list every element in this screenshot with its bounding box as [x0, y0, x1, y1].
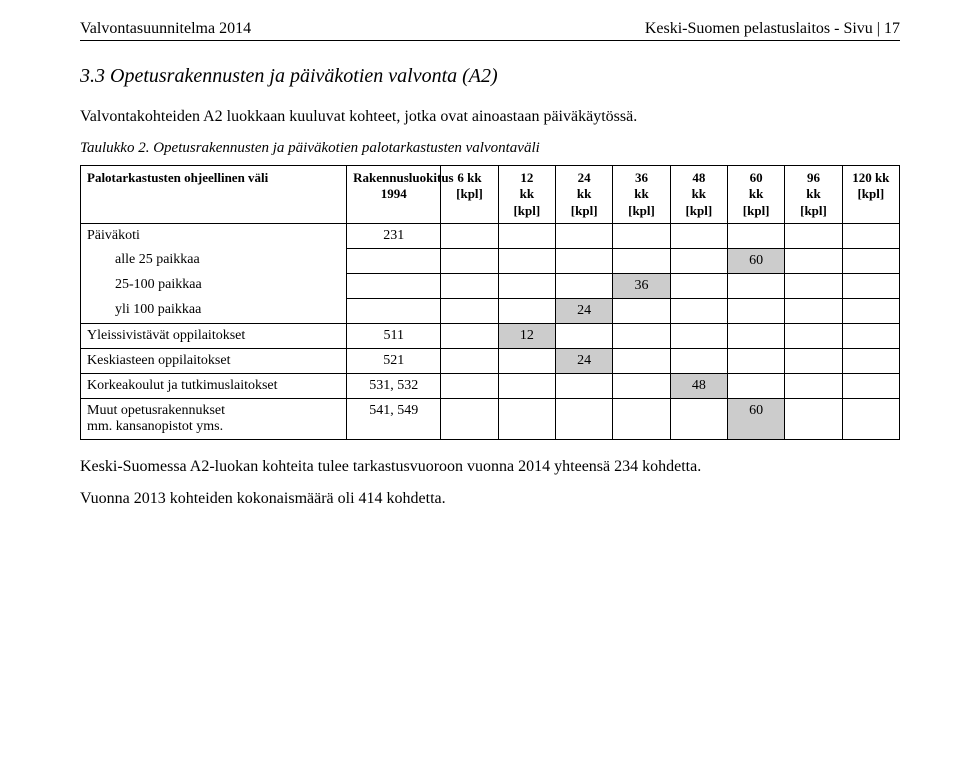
- cell-label: alle 25 paikkaa: [81, 248, 347, 273]
- cell-label: Muut opetusrakennukset mm. kansanopistot…: [81, 398, 347, 439]
- cell-value: 48: [670, 373, 727, 398]
- hdr-val: 6 kk: [457, 170, 481, 185]
- hdr-unit: [kpl]: [628, 203, 655, 218]
- hdr-unit: [kpl]: [571, 203, 598, 218]
- hdr-mid: kk: [634, 186, 648, 201]
- cell-value: 12: [498, 323, 555, 348]
- section-heading: Opetusrakennusten ja päiväkotien valvont…: [110, 65, 498, 87]
- cell-rak: 511: [347, 323, 441, 348]
- hdr-mid: kk: [692, 186, 706, 201]
- cell-label: Päiväkoti: [81, 223, 347, 248]
- row-yli100: yli 100 paikkaa 24: [81, 298, 900, 323]
- cell-rak: 531, 532: [347, 373, 441, 398]
- row-25-100: 25-100 paikkaa 36: [81, 273, 900, 298]
- cell-value: 24: [556, 348, 613, 373]
- cell-rak: 231: [347, 223, 441, 248]
- hdr-120kk: 120 kk [kpl]: [842, 166, 899, 224]
- hdr-rak: Rakennusluokitus 1994: [347, 166, 441, 224]
- page-header: Valvontasuunnitelma 2014 Keski-Suomen pe…: [80, 20, 900, 41]
- supervision-table: Palotarkastusten ohjeellinen väli Rakenn…: [80, 165, 900, 440]
- hdr-24kk: 24 kk [kpl]: [556, 166, 613, 224]
- hdr-36kk: 36 kk [kpl]: [613, 166, 670, 224]
- cell-label-line2: mm. kansanopistot yms.: [87, 419, 223, 434]
- cell-label: yli 100 paikkaa: [81, 298, 347, 323]
- cell-value: 36: [613, 273, 670, 298]
- hdr-48kk: 48 kk [kpl]: [670, 166, 727, 224]
- row-paivakoti: Päiväkoti 231: [81, 223, 900, 248]
- cell-label-line1: Muut opetusrakennukset: [87, 403, 225, 418]
- hdr-mid: kk: [577, 186, 591, 201]
- cell-value: 60: [727, 398, 784, 439]
- hdr-60kk: 60 kk [kpl]: [727, 166, 784, 224]
- hdr-unit: [kpl]: [685, 203, 712, 218]
- row-alle25: alle 25 paikkaa 60: [81, 248, 900, 273]
- cell-label: Korkeakoulut ja tutkimuslaitokset: [81, 373, 347, 398]
- section-title: 3.3 Opetusrakennusten ja päiväkotien val…: [80, 65, 900, 88]
- hdr-rak-text: Rakennusluokitus 1994: [353, 170, 453, 201]
- row-muut: Muut opetusrakennukset mm. kansanopistot…: [81, 398, 900, 439]
- hdr-val: 36: [635, 170, 648, 185]
- section-number: 3.3: [80, 65, 105, 87]
- cell-value: 24: [556, 298, 613, 323]
- hdr-96kk: 96 kk [kpl]: [785, 166, 842, 224]
- hdr-val: 48: [692, 170, 705, 185]
- footer-block: Keski-Suomessa A2-luokan kohteita tulee …: [80, 458, 900, 508]
- hdr-val: 120 kk: [852, 170, 889, 185]
- cell-value: 60: [727, 248, 784, 273]
- table-header-row: Palotarkastusten ohjeellinen väli Rakenn…: [81, 166, 900, 224]
- footer-line-1: Keski-Suomessa A2-luokan kohteita tulee …: [80, 458, 900, 476]
- hdr-unit: [kpl]: [857, 186, 884, 201]
- cell-label: 25-100 paikkaa: [81, 273, 347, 298]
- header-left: Valvontasuunnitelma 2014: [80, 20, 251, 38]
- cell-label: Keskiasteen oppilaitokset: [81, 348, 347, 373]
- hdr-val: 96: [807, 170, 820, 185]
- hdr-unit: [kpl]: [800, 203, 827, 218]
- hdr-12kk: 12 kk [kpl]: [498, 166, 555, 224]
- hdr-unit: [kpl]: [513, 203, 540, 218]
- intro-text: Valvontakohteiden A2 luokkaan kuuluvat k…: [80, 108, 900, 126]
- hdr-mid: kk: [520, 186, 534, 201]
- hdr-mid: kk: [806, 186, 820, 201]
- header-right: Keski-Suomen pelastuslaitos - Sivu | 17: [645, 20, 900, 38]
- hdr-val: 12: [520, 170, 533, 185]
- cell-rak: 521: [347, 348, 441, 373]
- hdr-unit: [kpl]: [743, 203, 770, 218]
- hdr-label: Palotarkastusten ohjeellinen väli: [81, 166, 347, 224]
- cell-rak: 541, 549: [347, 398, 441, 439]
- row-yleis: Yleissivistävät oppilaitokset 511 12: [81, 323, 900, 348]
- row-korkea: Korkeakoulut ja tutkimuslaitokset 531, 5…: [81, 373, 900, 398]
- row-keski: Keskiasteen oppilaitokset 521 24: [81, 348, 900, 373]
- cell-label: Yleissivistävät oppilaitokset: [81, 323, 347, 348]
- footer-line-2: Vuonna 2013 kohteiden kokonaismäärä oli …: [80, 490, 900, 508]
- table-caption: Taulukko 2. Opetusrakennusten ja päiväko…: [80, 140, 900, 157]
- hdr-val: 24: [578, 170, 591, 185]
- hdr-mid: kk: [749, 186, 763, 201]
- hdr-val: 60: [750, 170, 763, 185]
- hdr-unit: [kpl]: [456, 186, 483, 201]
